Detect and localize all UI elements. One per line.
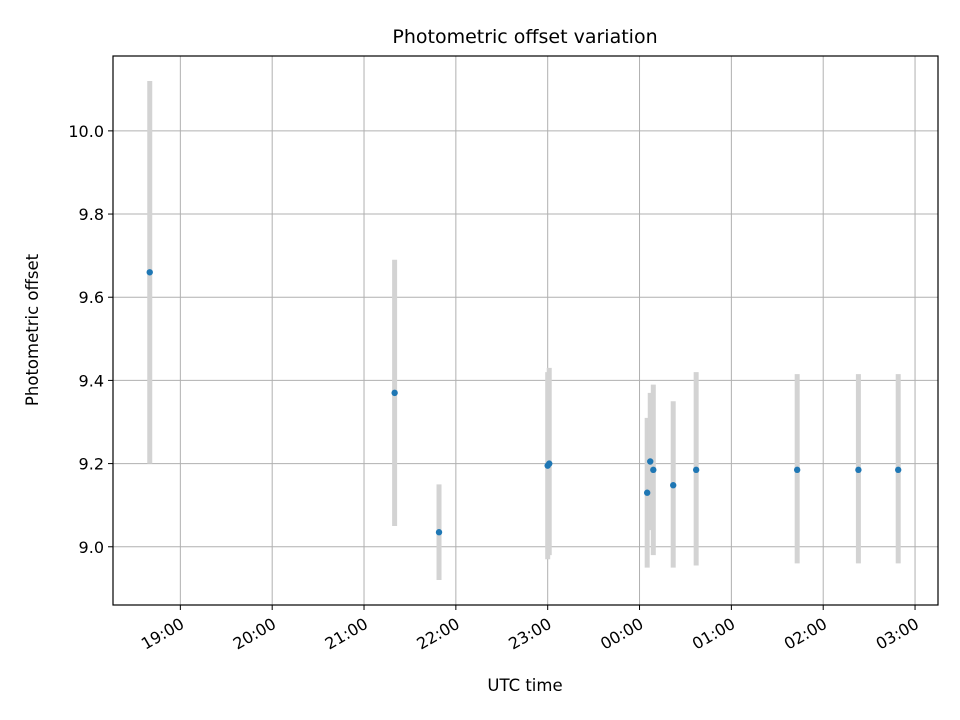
y-axis-title: Photometric offset	[23, 253, 42, 406]
data-point	[855, 466, 862, 474]
data-point	[895, 466, 902, 474]
data-point	[643, 489, 651, 496]
data-point	[670, 482, 677, 489]
data-point	[146, 269, 153, 276]
data-point	[650, 466, 657, 474]
data-points	[146, 269, 902, 536]
data-point	[647, 458, 654, 465]
data-point	[546, 460, 553, 467]
y-tick-label: 9.6	[79, 288, 104, 307]
y-tick-label: 9.0	[79, 538, 104, 557]
y-tick-label: 9.4	[79, 371, 104, 390]
data-point	[692, 466, 700, 474]
chart-title: Photometric offset variation	[392, 26, 657, 48]
grid	[113, 56, 938, 605]
y-tick-label: 10.0	[68, 122, 104, 141]
data-point	[793, 466, 801, 474]
data-point	[435, 529, 443, 536]
y-tick-label: 9.8	[79, 205, 104, 224]
data-point	[391, 389, 398, 397]
x-axis-title: UTC time	[487, 676, 562, 695]
y-tick-label: 9.2	[79, 455, 104, 474]
plot-frame	[112, 55, 939, 606]
